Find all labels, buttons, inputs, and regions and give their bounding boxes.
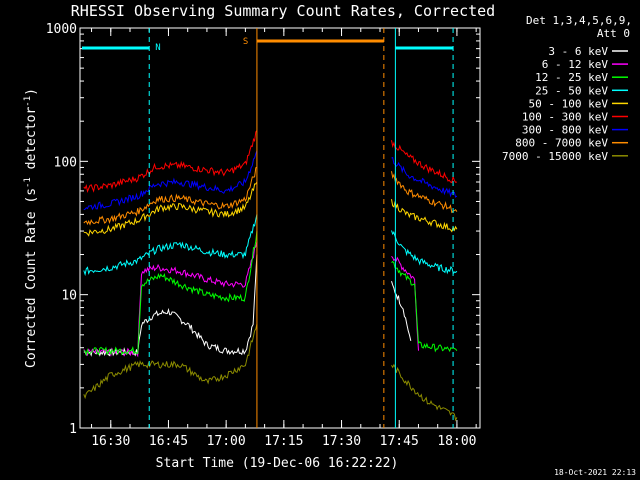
series-line: [391, 255, 419, 351]
series-line: [391, 363, 458, 422]
legend-label: 300 - 800 keV: [522, 124, 608, 137]
series-line: [83, 166, 258, 226]
x-tick-label: 17:45: [380, 434, 419, 449]
legend-label: 6 - 12 keV: [542, 58, 609, 71]
series-line: [83, 181, 258, 237]
plot-frame: [79, 27, 481, 429]
x-axis-label: Start Time (19-Dec-06 16:22:22): [156, 456, 399, 471]
series-line: [83, 231, 258, 356]
series-line: [83, 254, 258, 357]
legend-label: 100 - 300 keV: [522, 111, 608, 124]
x-tick-label: 17:15: [264, 434, 303, 449]
x-tick-label: 17:00: [207, 434, 246, 449]
night-label: N: [155, 43, 160, 53]
series-line: [391, 230, 458, 275]
series-line: [83, 130, 258, 193]
legend-label: 25 - 50 keV: [535, 84, 608, 97]
series-line: [391, 281, 412, 342]
annotation-group: NS: [82, 28, 454, 428]
legend-label: 3 - 6 keV: [548, 45, 608, 58]
y-tick-label: 1000: [46, 22, 77, 37]
axes-group: 1 10 100 1000 16:30 16:45 17:00 17:15 17:30 17:45…: [46, 22, 481, 449]
series-line: [391, 156, 458, 198]
x-tick-label: 16:30: [91, 434, 130, 449]
legend-header: Det 1,3,4,5,6,9,: [526, 14, 632, 27]
series-line: [391, 171, 458, 214]
series-line: [83, 150, 258, 211]
series-line: [83, 324, 258, 400]
x-tick-label: 18:00: [437, 434, 476, 449]
legend-label: 12 - 25 keV: [535, 71, 608, 84]
legend-label: 800 - 7000 keV: [515, 137, 608, 150]
y-tick-label: 100: [54, 155, 77, 170]
legend-header: Att 0: [597, 27, 630, 40]
chart-title: RHESSI Observing Summary Count Rates, Co…: [71, 2, 495, 20]
series-group: [83, 130, 458, 422]
series-line: [391, 140, 458, 184]
legend-label: 7000 - 15000 keV: [502, 150, 608, 163]
series-line: [83, 241, 258, 358]
y-axis-label: Corrected Count Rate (s-1 detector-1): [23, 88, 39, 368]
x-tick-label: 16:45: [149, 434, 188, 449]
y-tick-label: 10: [61, 289, 77, 304]
series-line: [391, 199, 458, 233]
legend-label: 50 - 100 keV: [529, 97, 609, 110]
timestamp: 18-Oct-2021 22:13: [554, 468, 636, 477]
saa-label: S: [243, 37, 248, 47]
series-line: [391, 260, 458, 353]
x-tick-label: 17:30: [322, 434, 361, 449]
series-line: [83, 214, 258, 277]
y-tick-label: 1: [69, 422, 77, 437]
